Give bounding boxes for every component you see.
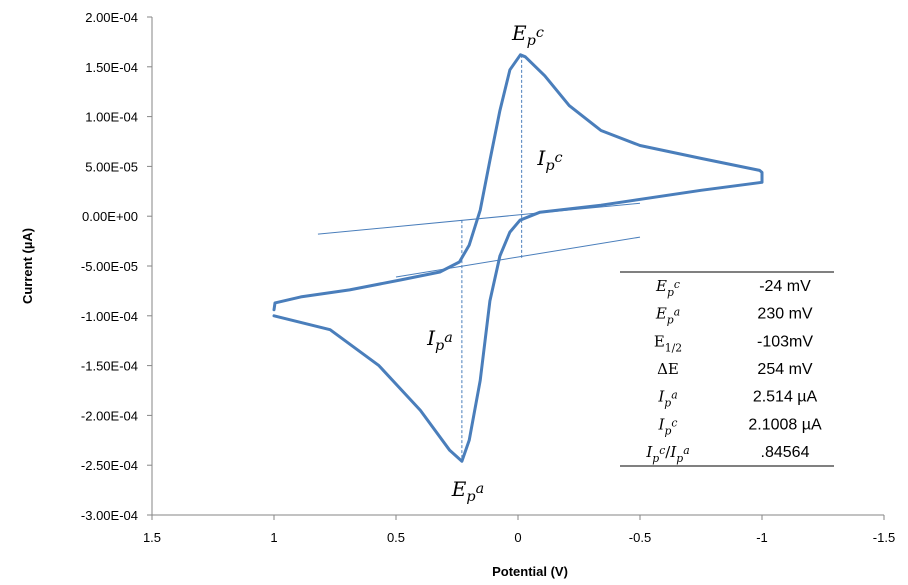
y-tick-label: -1.00E-04 [81, 309, 138, 324]
table-value: -103mV [757, 333, 813, 350]
table-value: -24 mV [759, 278, 811, 295]
text-part: a [476, 481, 485, 497]
x-tick-label: -1 [756, 530, 768, 545]
text-part: a [674, 306, 680, 319]
text-part: p [527, 33, 536, 49]
y-tick-label: -2.50E-04 [81, 458, 138, 473]
table-value: 254 mV [757, 361, 812, 378]
x-tick-label: 1 [270, 530, 277, 545]
text-part: a [683, 444, 689, 457]
text-part: p [664, 397, 671, 410]
x-axis-title: Potential (V) [492, 564, 568, 579]
text-part: E [654, 332, 665, 350]
table-label: Ipc/Ipa [645, 443, 689, 465]
annotation: Epa [451, 477, 484, 505]
y-tick-label: 5.00E-05 [85, 159, 138, 174]
x-tick-label: -0.5 [629, 530, 651, 545]
text-part: c [536, 25, 544, 41]
table-label: ΔE [657, 360, 679, 378]
text-part: p [466, 489, 475, 505]
text-part: I [669, 443, 677, 461]
text-part: I [426, 326, 436, 350]
y-tick-label: 0.00E+00 [82, 209, 138, 224]
text-part: p [676, 452, 683, 465]
table-value: 230 mV [757, 306, 812, 323]
text-part: I [536, 146, 546, 170]
cv-curve [272, 53, 764, 463]
table-value: 2.514 µA [753, 389, 818, 406]
y-tick-label: 1.50E-04 [85, 60, 138, 75]
text-part: c [671, 416, 677, 429]
text-part: I [657, 388, 665, 406]
table-label: Ipc [658, 415, 678, 437]
text-part: E [511, 21, 527, 45]
text-part: / [665, 443, 671, 461]
text-part: c [659, 444, 665, 457]
table-value: 2.1008 µA [748, 416, 822, 433]
y-tick-label: 2.00E-04 [85, 10, 138, 25]
text-part: E [655, 305, 667, 323]
x-tick-label: 0 [514, 530, 521, 545]
y-tick-label: -2.00E-04 [81, 408, 138, 423]
table-label: Epa [655, 305, 680, 327]
text-part: a [444, 330, 453, 346]
table-label: Ipa [657, 388, 677, 410]
text-part: I [658, 415, 666, 433]
y-tick-label: 1.00E-04 [85, 110, 138, 125]
text-part: c [555, 150, 563, 166]
text-part: p [652, 452, 659, 465]
y-tick-label: -5.00E-05 [81, 259, 138, 274]
text-part: I [645, 443, 653, 461]
table-label: Epc [655, 277, 680, 299]
text-part: E [655, 277, 667, 295]
text-part: 1/2 [665, 341, 682, 354]
text-part: E [451, 477, 467, 501]
table-label: E1/2 [654, 332, 682, 354]
x-tick-label: -1.5 [873, 530, 895, 545]
x-tick-label: 0.5 [387, 530, 405, 545]
text-part: p [667, 314, 674, 327]
y-axis-title: Current (µA) [20, 228, 35, 304]
text-part: a [671, 389, 677, 402]
text-part: p [667, 286, 674, 299]
annotation: Ipc [536, 146, 562, 174]
baseline [395, 236, 641, 278]
text-part: c [674, 278, 680, 291]
annotation: Ipa [426, 326, 453, 354]
text-part: p [545, 158, 554, 174]
text-part: ΔE [657, 360, 679, 378]
text-part: p [664, 424, 671, 437]
table-value: .84564 [761, 444, 810, 461]
y-tick-label: -1.50E-04 [81, 359, 138, 374]
x-tick-label: 1.5 [143, 530, 161, 545]
y-tick-label: -3.00E-04 [81, 508, 138, 523]
text-part: p [435, 338, 444, 354]
annotation: Epc [511, 21, 544, 49]
